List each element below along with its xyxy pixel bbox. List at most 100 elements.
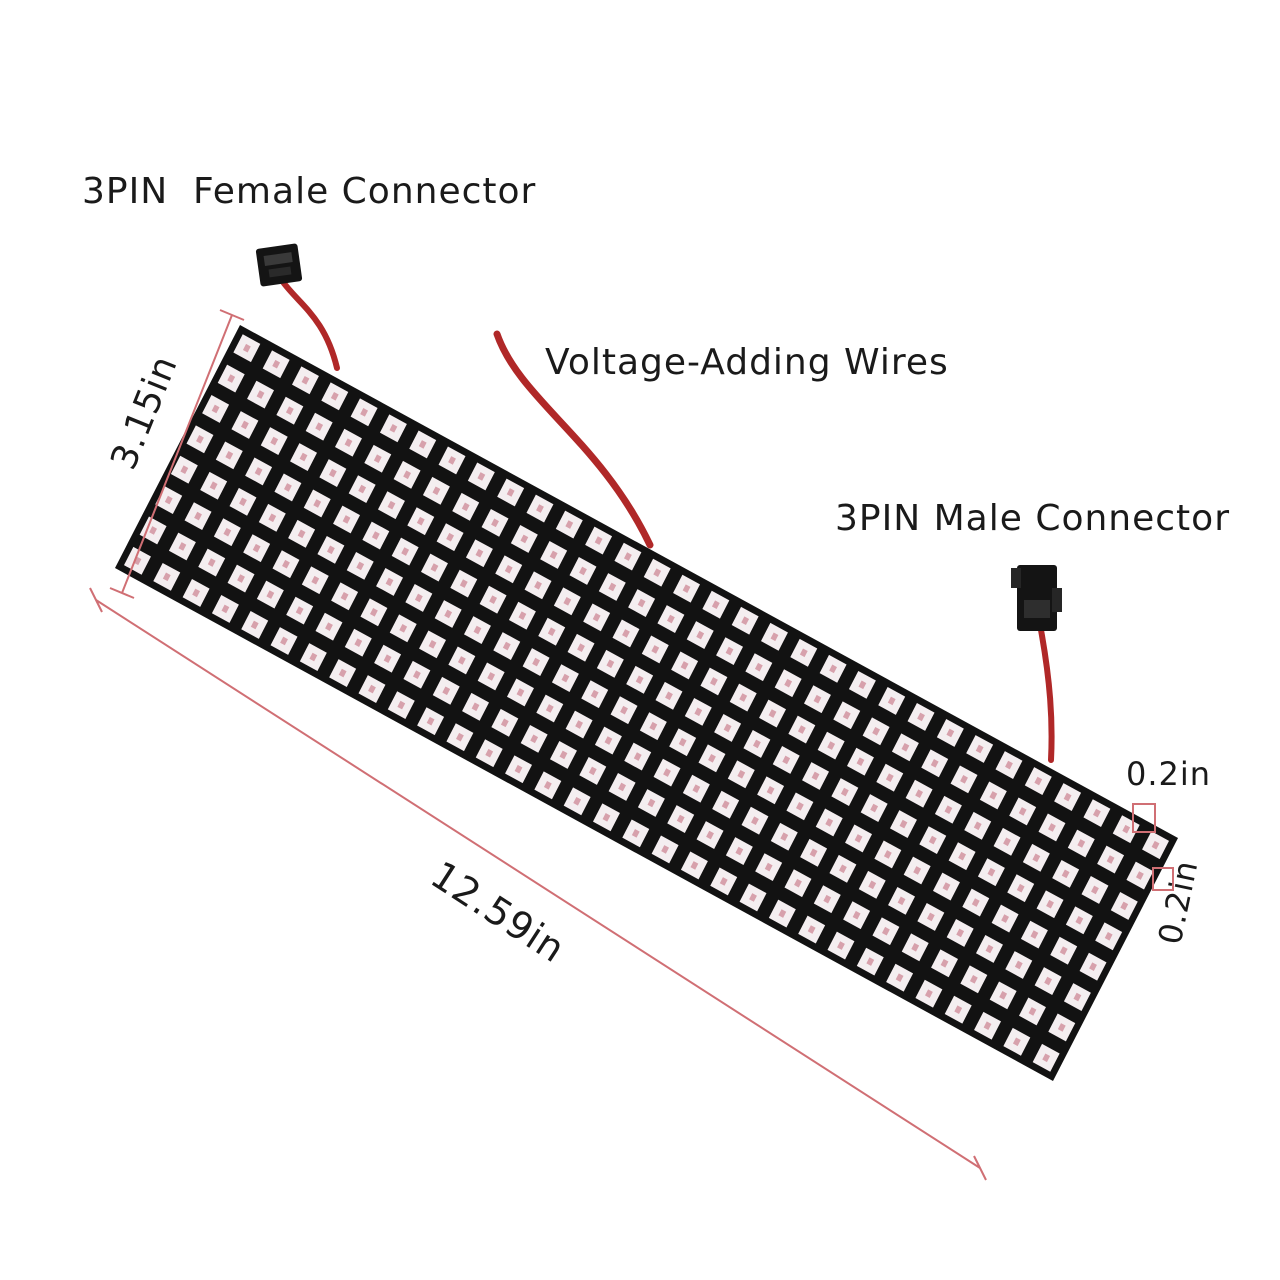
led-chip [514, 764, 523, 774]
led-chip [958, 851, 967, 861]
led-chip [971, 898, 980, 907]
led-chip [194, 511, 202, 521]
led-chip [1028, 1007, 1037, 1016]
led-chip [223, 527, 232, 537]
led-chip [678, 737, 687, 747]
led-chip [737, 769, 746, 779]
led-chip [1089, 962, 1097, 971]
led-chip [301, 375, 310, 385]
led-chip [385, 577, 394, 587]
led-chip [987, 867, 996, 877]
led-chip [547, 627, 556, 637]
led-chip [926, 912, 935, 922]
led-chip [426, 716, 435, 726]
led-chip [516, 688, 525, 697]
led-chip [575, 720, 584, 729]
led-chip [268, 513, 277, 523]
led-chip [330, 391, 339, 401]
led-chip [340, 591, 349, 601]
led-chip [711, 600, 720, 610]
led-chip [545, 704, 554, 713]
length-label: 12.59in [423, 853, 573, 972]
led-chip [338, 668, 347, 678]
led-chip [373, 454, 382, 464]
led-chip [485, 748, 494, 758]
led-chip [1003, 837, 1011, 847]
led-chip [1104, 931, 1113, 941]
led-chip [983, 1021, 992, 1031]
led-chip [633, 752, 642, 761]
led-chip [446, 532, 455, 542]
led-chip [807, 925, 816, 934]
led-chip [829, 664, 838, 674]
led-chip [133, 556, 142, 566]
led-chip [809, 848, 818, 858]
led-chip [430, 563, 439, 572]
led-chip [1077, 839, 1086, 848]
led-chip [457, 656, 466, 665]
led-chip [387, 500, 396, 510]
led-chip [825, 818, 834, 827]
led-chip [930, 759, 939, 768]
length-dimension [89, 587, 987, 1181]
led-chip [315, 422, 324, 431]
led-chip [795, 802, 804, 811]
led-chip [295, 606, 304, 615]
led-chip [1061, 869, 1070, 879]
led-chip [590, 689, 599, 699]
led-chip [917, 712, 925, 722]
led-chip [520, 534, 529, 544]
led-chip [442, 686, 451, 696]
led-chip [577, 643, 585, 653]
led-chip [946, 728, 955, 738]
led-chip [709, 677, 718, 686]
led-chip [344, 438, 353, 448]
led-chip [696, 630, 705, 640]
led-chip [254, 467, 263, 476]
led-chip [1091, 885, 1099, 895]
led-chip [506, 488, 515, 497]
led-chip [749, 893, 757, 902]
led-chip [620, 705, 628, 715]
led-chip [840, 787, 849, 797]
led-chip [237, 574, 245, 583]
led-chip [383, 654, 392, 664]
led-chip [999, 991, 1008, 1000]
voltage-wires-label: Voltage-Adding Wires [545, 342, 949, 383]
led-chip [768, 709, 777, 718]
led-chip [1057, 1023, 1066, 1032]
led-chip [618, 782, 627, 792]
led-chip [766, 786, 775, 795]
led-chip [942, 882, 951, 891]
led-chip [227, 374, 236, 383]
led-chip [518, 611, 527, 620]
led-chip [326, 545, 335, 555]
led-chip [504, 564, 513, 574]
led-chip [412, 670, 421, 680]
led-chip [500, 718, 509, 728]
led-chip [706, 830, 714, 840]
led-chip [708, 753, 716, 763]
led-chip [623, 552, 632, 561]
led-chip [665, 691, 673, 701]
panel-board [115, 325, 1178, 1081]
led-chip [403, 470, 412, 480]
led-chip [911, 942, 920, 952]
led-chip [842, 710, 851, 720]
led-chip [444, 609, 453, 619]
led-chip [719, 877, 728, 886]
led-chip [960, 775, 968, 784]
female-connector-label: 3PIN Female Connector [82, 171, 536, 212]
height-dimension [109, 309, 245, 599]
voltage-adding-wire [493, 330, 654, 549]
led-matrix-panel [115, 325, 1178, 1081]
led-chip [969, 975, 978, 984]
led-chip [797, 725, 806, 734]
led-chip [725, 646, 734, 656]
led-chip [739, 693, 748, 702]
led-chip [915, 789, 924, 799]
led-chip [1044, 976, 1053, 986]
led-chip [354, 638, 363, 647]
led-chip [604, 736, 613, 745]
